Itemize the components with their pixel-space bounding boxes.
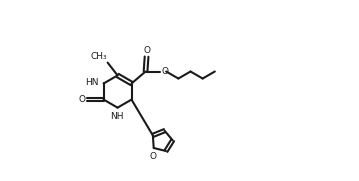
Text: O: O (143, 46, 150, 55)
Text: O: O (150, 152, 157, 161)
Text: HN: HN (85, 78, 99, 87)
Text: CH₃: CH₃ (90, 52, 107, 61)
Text: O: O (162, 67, 168, 76)
Text: NH: NH (110, 112, 123, 121)
Text: O: O (79, 95, 85, 104)
